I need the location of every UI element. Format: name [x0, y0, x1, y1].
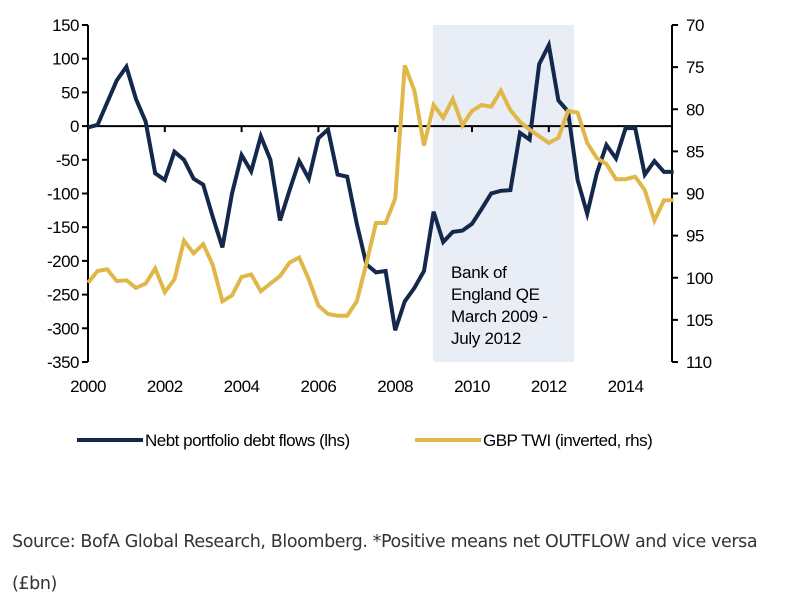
qe-annotation-line: England QE [451, 285, 540, 304]
qe-annotation-line: Bank of [451, 263, 507, 282]
left-y-tick-label: 50 [61, 83, 79, 102]
right-y-tick-label: 90 [686, 185, 704, 204]
left-y-tick-label: -50 [56, 151, 79, 170]
x-tick-label: 2010 [454, 377, 490, 396]
legend: Nebt portfolio debt flows (lhs) GBP TWI (… [77, 431, 653, 450]
right-y-tick-label: 105 [686, 311, 713, 330]
right-y-tick-label: 75 [686, 58, 704, 77]
qe-annotation: Bank of England QE March 2009 - July 2012 [451, 263, 548, 348]
series-line-gbp-twi [86, 64, 674, 318]
qe-shaded-region [433, 25, 575, 362]
left-y-tick-label: -200 [47, 252, 79, 271]
left-y-tick-label: -350 [47, 353, 79, 372]
right-y-tick-label: 110 [686, 353, 712, 372]
left-y-tick-label: 0 [70, 117, 79, 136]
x-tick-label: 2012 [531, 377, 567, 396]
left-y-tick-label: -150 [47, 218, 79, 237]
dual-axis-line-chart: 150 100 50 0 -50 -100 -150 -200 -250 -300 -350 70 75… [47, 16, 713, 450]
qe-annotation-line: March 2009 - [451, 307, 548, 326]
legend-label: Nebt portfolio debt flows (lhs) [145, 431, 350, 450]
legend-label: GBP TWI (inverted, rhs) [483, 431, 652, 450]
axes: 150 100 50 0 -50 -100 -150 -200 -250 -300 -350 70 75… [47, 16, 713, 396]
right-y-tick-label: 100 [686, 269, 713, 288]
right-y-tick-label: 80 [686, 100, 704, 119]
left-y-tick-label: 100 [52, 50, 79, 69]
qe-annotation-line: July 2012 [451, 329, 521, 348]
x-tick-label: 2006 [300, 377, 336, 396]
x-tick-label: 2004 [224, 377, 260, 396]
left-y-tick-label: -100 [47, 185, 79, 204]
x-tick-label: 2000 [70, 377, 106, 396]
series-lines [86, 38, 674, 331]
right-y-tick-label: 95 [686, 227, 704, 246]
qe-shaded-region-layer [433, 25, 575, 362]
left-y-tick-label: 150 [52, 16, 79, 35]
right-y-tick-label: 85 [686, 142, 704, 161]
right-y-tick-label: 70 [686, 16, 704, 35]
left-y-tick-label: -300 [47, 319, 79, 338]
x-tick-label: 2008 [377, 377, 413, 396]
series-line-debt-flows [87, 38, 674, 331]
left-y-tick-label: -250 [47, 286, 79, 305]
x-tick-label: 2014 [608, 377, 644, 396]
source-caption: Source: BofA Global Research, Bloomberg.… [12, 532, 758, 594]
x-tick-label: 2002 [147, 377, 183, 396]
